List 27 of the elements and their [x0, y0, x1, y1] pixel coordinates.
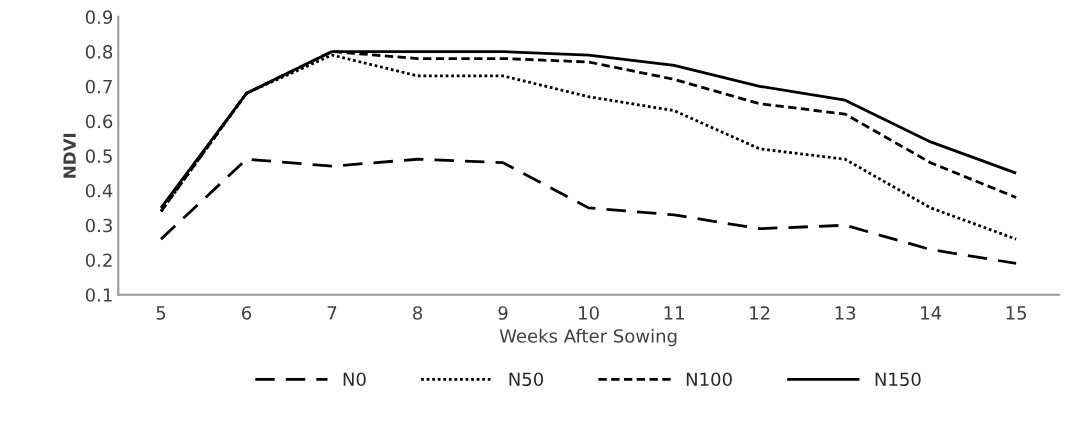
x-tick-label: 10	[579, 306, 599, 320]
y-tick-label: 0.3	[85, 218, 112, 233]
y-axis-title: NDVI	[63, 133, 76, 178]
legend-label: N0	[343, 372, 366, 387]
x-tick-label: 9	[498, 306, 508, 320]
x-tick-label: 7	[327, 306, 337, 320]
y-tick-label: 0.7	[85, 79, 112, 94]
x-tick-label: 15	[1006, 306, 1027, 320]
x-tick-label: 11	[664, 306, 684, 320]
y-tick-label: 0.5	[85, 149, 112, 163]
legend-label: N100	[686, 372, 732, 387]
x-tick-label: 8	[413, 306, 423, 320]
y-tick-label: 0.9	[85, 10, 113, 24]
line-series	[159, 157, 1018, 265]
x-tick-label: 14	[921, 306, 942, 320]
x-tick-label: 6	[242, 306, 252, 320]
x-tick-label: 12	[750, 306, 770, 320]
y-tick-label: 0.8	[85, 45, 113, 59]
y-tick-label: 0.2	[85, 253, 112, 268]
x-axis-title: Weeks After Sowing	[499, 328, 677, 347]
x-tick-label: 5	[156, 306, 166, 320]
legend-label: N150	[875, 372, 921, 387]
x-tick-label: 13	[835, 306, 856, 320]
legend-label: N50	[509, 372, 544, 387]
y-tick-label: 0.1	[85, 288, 112, 302]
y-tick-label: 0.4	[85, 183, 113, 198]
y-tick-label: 0.6	[85, 114, 113, 129]
